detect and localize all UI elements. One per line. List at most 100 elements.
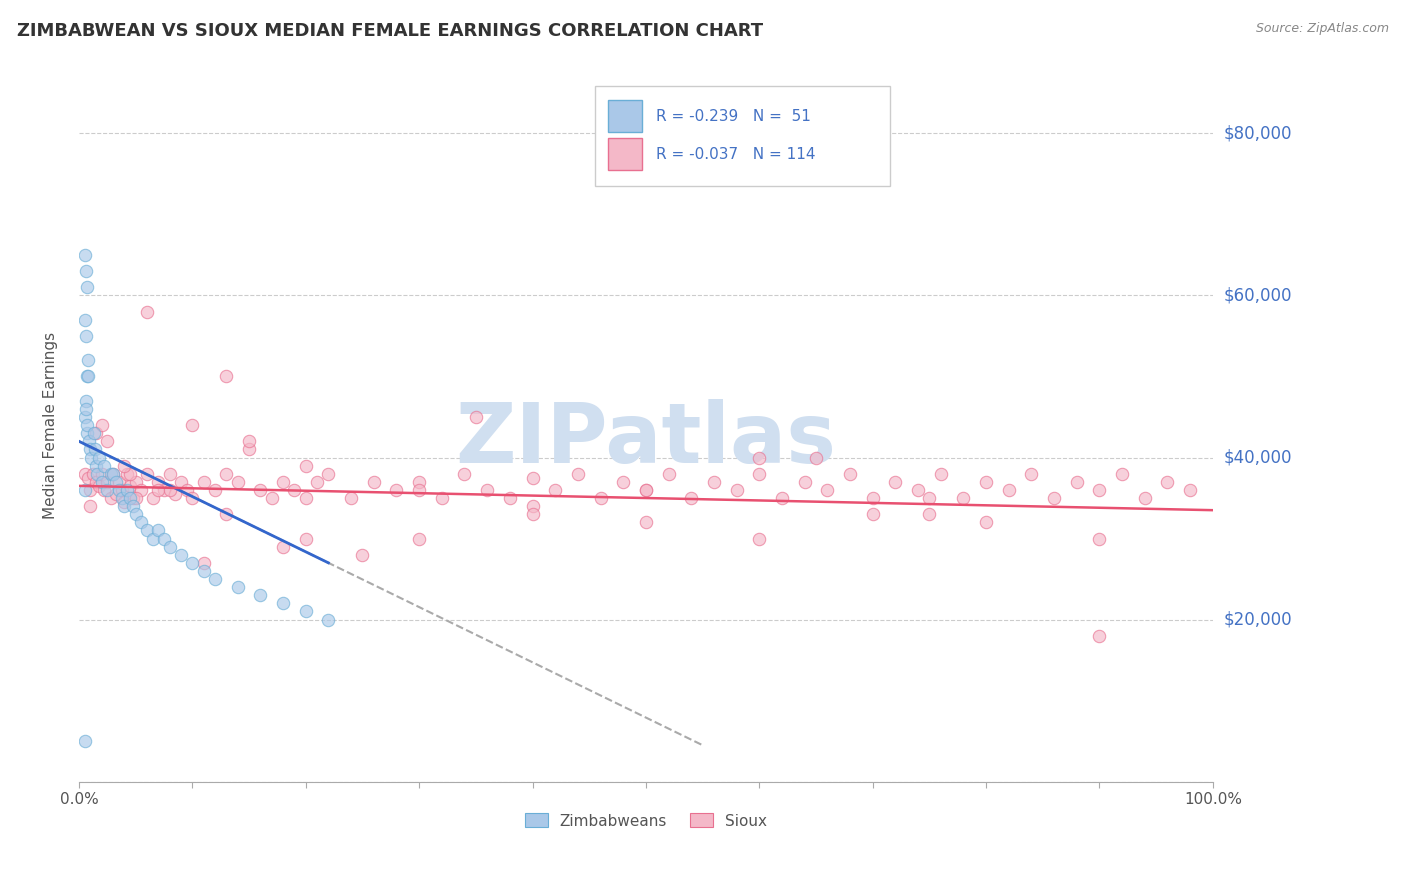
Point — [79, 483, 101, 497]
Point — [77, 353, 100, 368]
Point — [73, 248, 96, 262]
Point — [76, 426, 98, 441]
Point — [90, 418, 112, 433]
Point — [86, 467, 108, 481]
Text: R = -0.037   N = 114: R = -0.037 N = 114 — [657, 146, 815, 161]
Point — [159, 467, 181, 481]
Point — [181, 418, 204, 433]
Point — [249, 588, 271, 602]
Point — [111, 491, 134, 505]
Point — [974, 475, 997, 489]
Point — [101, 467, 124, 481]
Point — [148, 483, 170, 497]
Point — [1043, 491, 1066, 505]
Point — [770, 491, 793, 505]
Point — [283, 483, 305, 497]
Point — [204, 572, 226, 586]
Point — [363, 475, 385, 489]
Point — [793, 475, 815, 489]
Point — [93, 458, 115, 473]
Text: $20,000: $20,000 — [1225, 611, 1292, 629]
Point — [75, 393, 97, 408]
Point — [181, 556, 204, 570]
Point — [1111, 467, 1133, 481]
Point — [96, 475, 118, 489]
Point — [122, 491, 145, 505]
FancyBboxPatch shape — [609, 138, 643, 170]
Point — [75, 264, 97, 278]
Point — [271, 540, 294, 554]
Point — [249, 483, 271, 497]
FancyBboxPatch shape — [595, 87, 890, 186]
FancyBboxPatch shape — [609, 100, 643, 132]
Point — [1088, 532, 1111, 546]
Point — [884, 475, 907, 489]
Point — [181, 491, 204, 505]
Point — [76, 280, 98, 294]
Point — [271, 475, 294, 489]
Text: $60,000: $60,000 — [1225, 286, 1292, 304]
Point — [997, 483, 1019, 497]
Point — [136, 304, 159, 318]
Point — [73, 483, 96, 497]
Point — [112, 458, 135, 473]
Legend: Zimbabweans, Sioux: Zimbabweans, Sioux — [519, 807, 773, 835]
Point — [1156, 475, 1178, 489]
Point — [77, 369, 100, 384]
Point — [522, 471, 544, 485]
Point — [907, 483, 929, 497]
Point — [918, 491, 941, 505]
Point — [75, 329, 97, 343]
Point — [193, 556, 215, 570]
Point — [238, 442, 260, 457]
Point — [748, 532, 770, 546]
Point — [107, 475, 129, 489]
Point — [1021, 467, 1043, 481]
Point — [96, 434, 118, 449]
Point — [96, 483, 118, 497]
Point — [170, 548, 193, 562]
Point — [522, 499, 544, 513]
Point — [862, 491, 884, 505]
Point — [112, 499, 135, 513]
Point — [952, 491, 974, 505]
Point — [918, 507, 941, 521]
Point — [974, 516, 997, 530]
Point — [352, 548, 374, 562]
Point — [111, 483, 134, 497]
Point — [124, 475, 146, 489]
Point — [215, 467, 238, 481]
Point — [83, 442, 105, 457]
Point — [522, 507, 544, 521]
Point — [340, 491, 363, 505]
Point — [634, 516, 657, 530]
Point — [142, 532, 165, 546]
Point — [80, 450, 103, 465]
Point — [453, 467, 475, 481]
Point — [131, 483, 153, 497]
Point — [226, 475, 249, 489]
Point — [93, 483, 115, 497]
Point — [115, 483, 138, 497]
Point — [271, 596, 294, 610]
Point — [136, 467, 159, 481]
Point — [318, 467, 340, 481]
Point — [73, 467, 96, 481]
Point — [385, 483, 408, 497]
Point — [105, 475, 128, 489]
Point — [215, 507, 238, 521]
Point — [118, 491, 141, 505]
Point — [100, 467, 122, 481]
Point — [73, 734, 96, 748]
Point — [118, 479, 141, 493]
Point — [204, 483, 226, 497]
Point — [77, 434, 100, 449]
Point — [148, 524, 170, 538]
Text: $80,000: $80,000 — [1225, 124, 1292, 143]
Point — [703, 475, 725, 489]
Point — [89, 450, 111, 465]
Point — [170, 475, 193, 489]
Point — [90, 475, 112, 489]
Point — [100, 491, 122, 505]
Point — [76, 418, 98, 433]
